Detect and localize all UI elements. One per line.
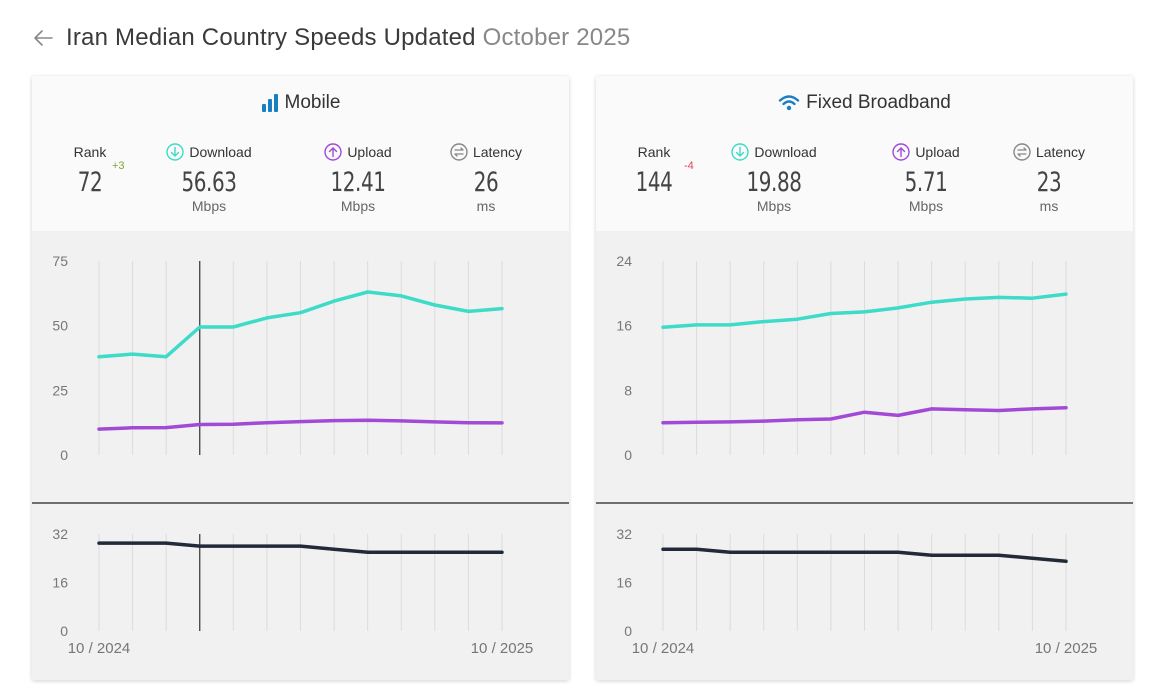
fixed-upload-stat: Upload 5.71 Mbps xyxy=(876,142,976,214)
fixed-download-stat: Download 19.88 Mbps xyxy=(724,142,824,214)
fixed-rank-stat: Rank 144 -4 xyxy=(604,142,704,198)
download-icon xyxy=(166,143,185,161)
fixed-upload-unit: Mbps xyxy=(908,198,944,214)
fixed-latency-y-tick-label: 16 xyxy=(616,575,632,591)
download-label: Download xyxy=(189,144,252,160)
download-icon xyxy=(731,143,750,161)
latency-icon xyxy=(1013,143,1031,161)
back-arrow-icon[interactable] xyxy=(32,27,54,49)
upload-icon xyxy=(892,143,911,161)
mobile-card-title: Mobile xyxy=(32,92,569,114)
mobile-download-unit: Mbps xyxy=(191,198,227,214)
mobile-latency-stat: Latency 26 ms xyxy=(436,142,536,214)
fixed-download-value: 19.88 xyxy=(746,167,802,198)
mobile-speed-y-tick-label: 50 xyxy=(52,318,68,334)
mobile-rank-value: 72 xyxy=(77,167,103,198)
wifi-icon xyxy=(778,95,800,111)
fixed-rank-change: -4 xyxy=(684,160,694,172)
mobile-latency-latency-line xyxy=(97,541,504,554)
mobile-card: Mobile Rank 72 +3 Download 56.63 Mbps xyxy=(32,76,569,680)
fixed-latency-value: 23 xyxy=(1036,167,1062,198)
fixed-latency-latency-line xyxy=(661,547,1068,564)
signal-bars-icon xyxy=(261,94,278,112)
mobile-speed-upload-line xyxy=(97,418,504,431)
x-date-end: 10 / 2025 xyxy=(471,640,534,657)
mobile-title-text: Mobile xyxy=(284,92,341,113)
fixed-card: Fixed Broadband Rank 144 -4 Download 19.… xyxy=(596,76,1133,680)
title-text: Iran Median Country Speeds Updated xyxy=(66,24,476,51)
x-date-start: 10 / 2024 xyxy=(68,640,131,657)
fixed-summary: Fixed Broadband Rank 144 -4 Download 19.… xyxy=(596,76,1133,231)
fixed-speed-upload-line xyxy=(661,405,1068,425)
x-date-start: 10 / 2024 xyxy=(632,640,695,657)
page-header: Iran Median Country Speeds Updated Octob… xyxy=(32,20,630,56)
mobile-summary: Mobile Rank 72 +3 Download 56.63 Mbps xyxy=(32,76,569,231)
mobile-speed-y-tick-label: 75 xyxy=(52,253,68,269)
mobile-speed-y-tick-label: 0 xyxy=(60,447,68,463)
upload-label: Upload xyxy=(915,144,960,160)
rank-label: Rank xyxy=(637,144,671,160)
rank-label: Rank xyxy=(73,144,107,160)
mobile-download-value: 56.63 xyxy=(181,167,237,198)
mobile-latency-y-tick-label: 0 xyxy=(60,623,68,639)
latency-icon xyxy=(450,143,468,161)
fixed-speed-download-line xyxy=(661,292,1068,330)
upload-icon xyxy=(324,143,343,161)
mobile-latency-y-tick-label: 16 xyxy=(52,575,68,591)
mobile-upload-unit: Mbps xyxy=(340,198,376,214)
x-date-end: 10 / 2025 xyxy=(1035,640,1098,657)
mobile-upload-stat: Upload 12.41 Mbps xyxy=(308,142,408,214)
mobile-rank-stat: Rank 72 +3 xyxy=(40,142,140,198)
fixed-card-title: Fixed Broadband xyxy=(596,92,1133,114)
mobile-speed-download-line xyxy=(97,290,504,359)
mobile-speed-y-tick-label: 25 xyxy=(52,382,68,398)
fixed-latency-stat: Latency 23 ms xyxy=(999,142,1099,214)
latency-label: Latency xyxy=(1035,144,1086,160)
latency-label: Latency xyxy=(472,144,523,160)
mobile-upload-value: 12.41 xyxy=(330,167,386,198)
download-label: Download xyxy=(754,144,817,160)
fixed-speed-y-tick-label: 24 xyxy=(616,253,632,269)
fixed-rank-value: 144 xyxy=(635,167,673,198)
fixed-latency-unit: ms xyxy=(1039,198,1059,214)
mobile-latency-y-tick-label: 32 xyxy=(52,526,68,542)
title-date: October 2025 xyxy=(482,24,631,51)
fixed-speed-y-tick-label: 0 xyxy=(624,447,632,463)
mobile-latency-value: 26 xyxy=(473,167,499,198)
fixed-chart[interactable]: 0 8 16 24 0 16 32 10 / 2024 10 / 2025 xyxy=(596,231,1133,680)
fixed-speed-y-tick-label: 16 xyxy=(616,318,632,334)
mobile-download-stat: Download 56.63 Mbps xyxy=(159,142,259,214)
fixed-download-unit: Mbps xyxy=(756,198,792,214)
mobile-latency-unit: ms xyxy=(476,198,496,214)
mobile-rank-change: +3 xyxy=(112,160,125,172)
fixed-speed-y-tick-label: 8 xyxy=(624,382,632,398)
fixed-latency-y-tick-label: 0 xyxy=(624,623,632,639)
fixed-title-text: Fixed Broadband xyxy=(806,92,951,113)
mobile-chart[interactable]: 0 25 50 75 0 16 32 10 / 2024 10 / 2025 xyxy=(32,231,569,680)
page-title: Iran Median Country Speeds Updated Octob… xyxy=(66,24,630,52)
fixed-latency-y-tick-label: 32 xyxy=(616,526,632,542)
upload-label: Upload xyxy=(347,144,392,160)
fixed-upload-value: 5.71 xyxy=(904,167,948,198)
